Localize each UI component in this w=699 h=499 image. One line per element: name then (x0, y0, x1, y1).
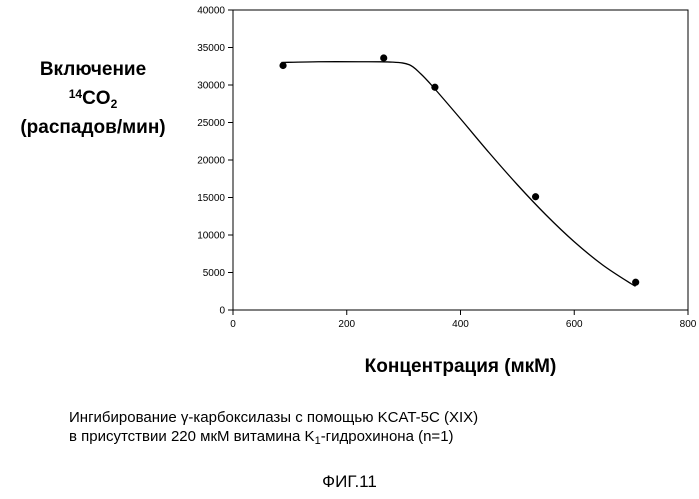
co-subscript: 2 (111, 97, 118, 111)
data-point (532, 193, 539, 200)
caption-line2-start: в присутствии 220 мкМ витамина K (69, 428, 315, 445)
y-tick-label: 10000 (197, 231, 225, 242)
figure-label: ФИГ.11 (0, 472, 699, 492)
co-text: CO (82, 88, 111, 109)
fit-curve (281, 62, 635, 286)
y-tick-label: 15000 (197, 193, 225, 204)
caption-line1: Ингибирование γ-карбоксилазы с помощью K… (69, 408, 478, 427)
y-tick-label: 30000 (197, 81, 225, 92)
data-point (431, 84, 438, 91)
plot-frame (233, 10, 688, 310)
y-axis: 0 5000 10000 15000 20000 25000 30000 35000 40000 (197, 6, 233, 317)
y-axis-title-line1: Включение (4, 58, 182, 82)
y-axis-title-line2: 14CO2 (4, 82, 182, 116)
y-tick-label: 20000 (197, 156, 225, 167)
data-point (632, 279, 639, 286)
y-axis-title-line3: (распадов/мин) (4, 116, 182, 140)
y-tick-label: 35000 (197, 43, 225, 54)
caption: Ингибирование γ-карбоксилазы с помощью K… (69, 408, 478, 451)
caption-line2: в присутствии 220 мкМ витамина K1-гидрох… (69, 427, 478, 451)
y-axis-title: Включение 14CO2 (распадов/мин) (4, 58, 182, 140)
x-tick-label: 600 (566, 319, 583, 330)
x-tick-label: 800 (680, 319, 697, 330)
caption-line2-end: -гидрохинона (n=1) (321, 428, 454, 445)
x-axis: 0 200 400 600 800 (230, 310, 697, 330)
y-tick-label: 0 (219, 306, 225, 317)
data-point (279, 62, 286, 69)
data-point (380, 54, 387, 61)
x-tick-label: 400 (452, 319, 469, 330)
x-tick-label: 0 (230, 319, 236, 330)
isotope-superscript: 14 (69, 87, 82, 101)
x-tick-label: 200 (338, 319, 355, 330)
y-tick-label: 5000 (203, 268, 226, 279)
y-tick-label: 25000 (197, 118, 225, 129)
y-tick-label: 40000 (197, 6, 225, 17)
x-axis-title: Концентрация (мкМ) (233, 356, 688, 378)
